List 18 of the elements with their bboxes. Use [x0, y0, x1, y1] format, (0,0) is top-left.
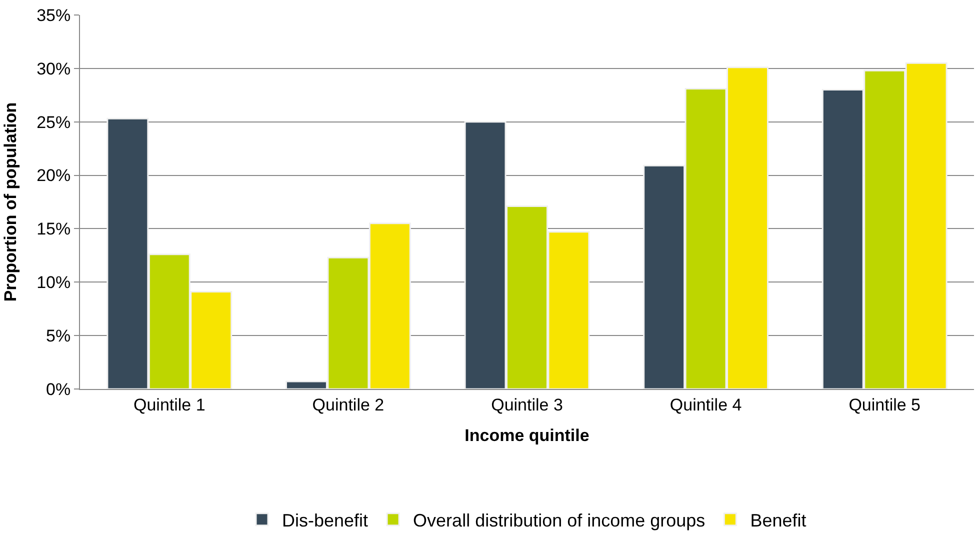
y-tick-label: 35% — [36, 6, 71, 25]
y-axis-title: Proportion of population — [1, 102, 20, 302]
y-tick-label: 0% — [46, 380, 71, 399]
y-tick-label: 5% — [46, 326, 71, 346]
x-tick-label: Quintile 3 — [491, 395, 563, 414]
legend-label: Benefit — [750, 510, 806, 530]
legend-label: Overall distribution of income groups — [413, 510, 706, 530]
y-tick-label: 20% — [36, 166, 71, 186]
x-tick-label: Quintile 5 — [848, 395, 921, 414]
x-tick-label: Quintile 1 — [133, 395, 206, 414]
y-tick-label: 30% — [36, 59, 71, 78]
y-tick-label: 15% — [36, 220, 71, 239]
x-tick-label: Quintile 2 — [312, 395, 384, 414]
y-tick-label: 10% — [36, 273, 71, 292]
x-axis-title: Income quintile — [464, 426, 590, 445]
x-tick-label: Quintile 4 — [670, 395, 742, 414]
legend-label: Dis-benefit — [282, 510, 368, 530]
y-tick-label: 25% — [36, 112, 71, 132]
